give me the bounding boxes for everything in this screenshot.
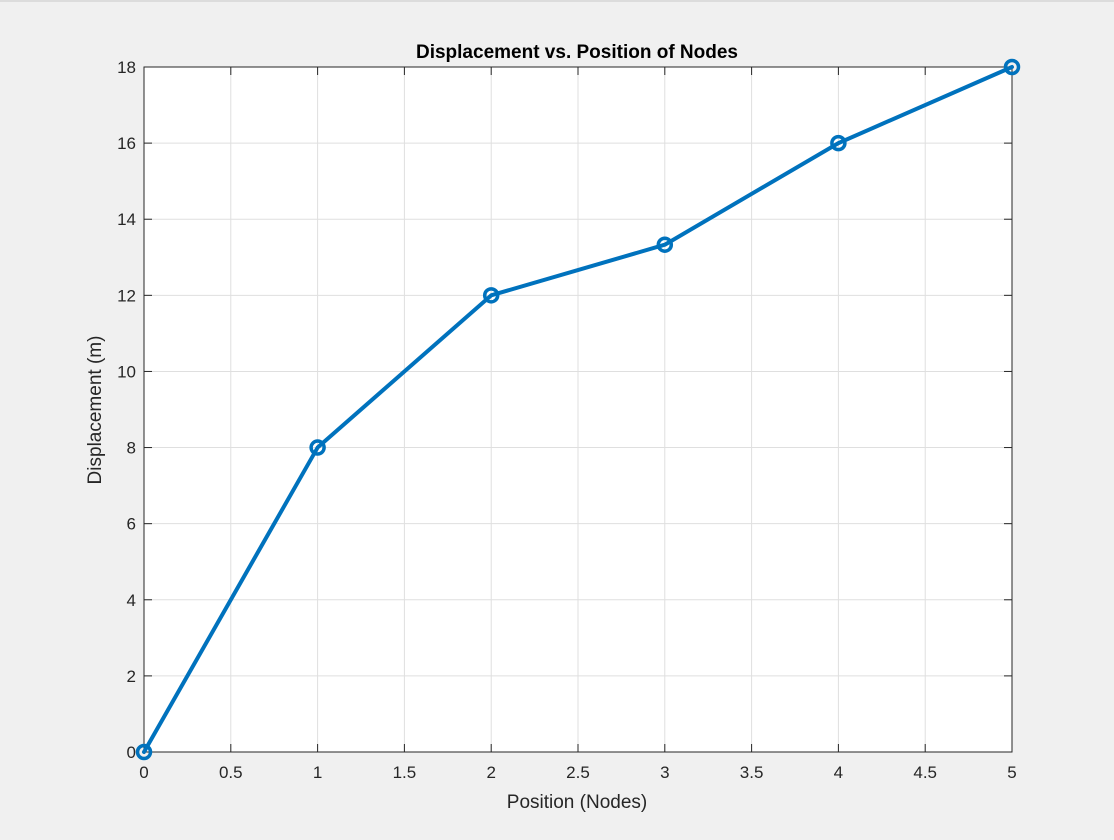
data-point-marker — [830, 134, 847, 152]
x-axis-title: Position (Nodes) — [507, 792, 647, 813]
axes — [143, 66, 1013, 753]
window-top-edge — [0, 0, 1114, 2]
data-point-marker — [656, 236, 674, 253]
y-axis-title: Displacement (m) — [85, 336, 106, 485]
y-tick-label: 8 — [127, 439, 136, 458]
y-tick-label: 10 — [117, 362, 136, 381]
y-tick-label: 14 — [117, 210, 136, 229]
x-tick-label: 0.5 — [219, 763, 243, 782]
x-tick-label: 4 — [834, 763, 843, 782]
y-tick-labels: 0 2 4 6 8 10 12 14 16 18 — [117, 58, 136, 762]
y-tick-label: 12 — [117, 286, 136, 305]
x-tick-label: 3 — [660, 763, 669, 782]
x-tick-labels: 0 0.5 1 1.5 2 2.5 3 3.5 4 4.5 5 — [139, 763, 1016, 782]
chart-title: Displacement vs. Position of Nodes — [416, 42, 738, 63]
x-tick-label: 2 — [486, 763, 495, 782]
y-tick-label: 18 — [117, 58, 136, 77]
series — [135, 58, 1021, 761]
x-tick-label: 2.5 — [566, 763, 590, 782]
data-point-marker — [1003, 58, 1021, 76]
y-tick-label: 16 — [117, 134, 136, 153]
data-point-marker — [309, 439, 326, 456]
y-tick-label: 4 — [127, 591, 136, 610]
x-tick-label: 1 — [313, 763, 322, 782]
y-tick-label: 2 — [127, 667, 136, 686]
data-point-marker — [135, 743, 153, 761]
series-line — [142, 65, 1014, 754]
y-tick-label: 6 — [127, 515, 136, 534]
x-tick-label: 5 — [1007, 763, 1016, 782]
x-tick-label: 0 — [139, 763, 148, 782]
data-point-marker — [482, 287, 500, 304]
y-tick-label: 0 — [127, 743, 136, 762]
grid — [144, 67, 1012, 752]
x-tick-label: 3.5 — [740, 763, 764, 782]
x-tick-label: 4.5 — [913, 763, 937, 782]
x-tick-label: 1.5 — [393, 763, 417, 782]
